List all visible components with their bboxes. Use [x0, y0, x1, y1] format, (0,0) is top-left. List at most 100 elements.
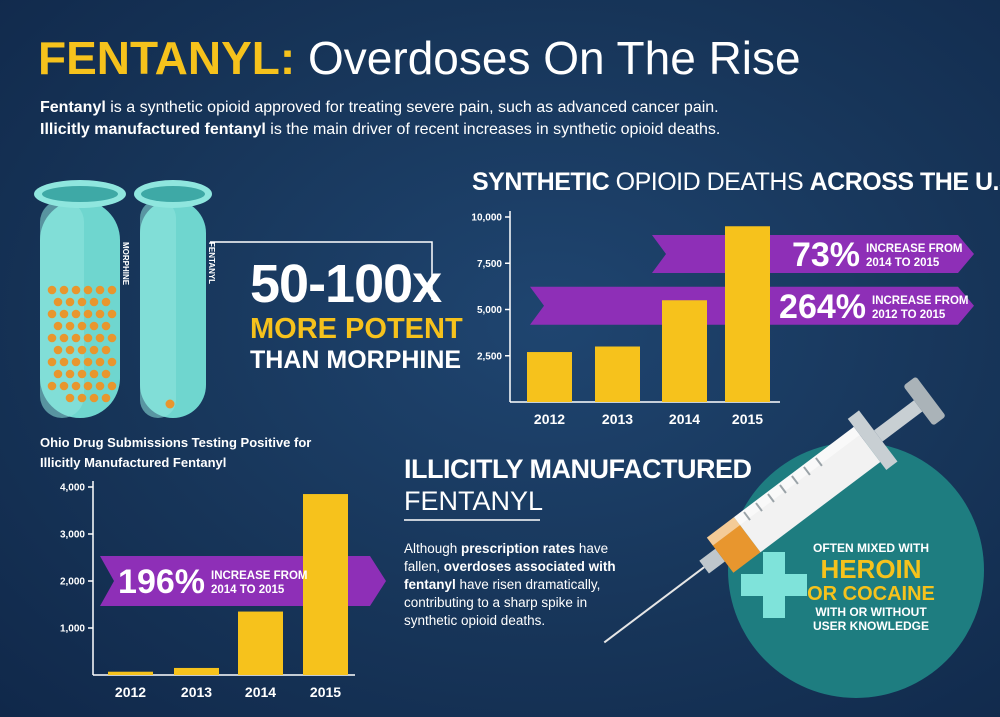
morphine-dot — [95, 333, 105, 343]
y-tick-label: 10,000 — [471, 213, 502, 224]
y-tick-label: 1,000 — [60, 624, 85, 635]
intro-text: Fentanyl is a synthetic opioid approved … — [40, 97, 720, 141]
morphine-dot — [101, 369, 111, 379]
morphine-dot — [101, 345, 111, 355]
ohio-chart-title: Ohio Drug Submissions Testing Positive f… — [40, 433, 311, 473]
synthetic-title-bold1: SYNTHETIC — [472, 168, 610, 196]
fentanyl-label: FENTANYL — [207, 242, 216, 284]
morphine-dot — [77, 393, 87, 403]
ohio-title-line2: Illicitly Manufactured Fentanyl — [40, 455, 227, 470]
morphine-dot — [89, 297, 99, 307]
mixed-line1: OFTEN MIXED WITH — [813, 541, 929, 555]
mixed-line4a: WITH OR WITHOUT — [815, 605, 927, 619]
x-tick-label: 2013 — [181, 684, 212, 700]
morphine-dot — [83, 357, 93, 367]
y-tick-label: 3,000 — [60, 530, 85, 541]
morphine-dot — [71, 333, 81, 343]
increase-text-line1: INCREASE FROM — [211, 570, 307, 582]
morphine-dot — [71, 309, 81, 319]
illicit-p-part1: Although — [404, 541, 462, 556]
mixed-with-callout: OFTEN MIXED WITH HEROIN OR COCAINE WITH … — [796, 541, 946, 633]
bar — [108, 671, 153, 675]
bar — [527, 352, 572, 402]
intro-line1-rest: is a synthetic opioid approved for treat… — [105, 99, 719, 116]
bar — [662, 300, 707, 402]
increase-text-line2: 2012 TO 2015 — [872, 309, 946, 321]
morphine-dot — [89, 369, 99, 379]
x-tick-label: 2015 — [732, 411, 763, 427]
morphine-dot — [107, 285, 117, 295]
synthetic-title-thin: OPIOID DEATHS — [609, 168, 810, 196]
morphine-label: MORPHINE — [121, 242, 130, 286]
morphine-dot — [77, 321, 87, 331]
morphine-dot — [65, 321, 75, 331]
heading-underline — [404, 519, 540, 521]
morphine-dot — [59, 333, 69, 343]
x-tick-label: 2014 — [245, 684, 276, 700]
illicit-p-bold1: prescription rates — [461, 541, 576, 556]
page-title: FENTANYL: Overdoses On The Rise — [38, 30, 801, 86]
bar — [238, 611, 283, 675]
morphine-dot — [53, 345, 63, 355]
morphine-dot — [47, 357, 57, 367]
morphine-dot — [47, 333, 57, 343]
potency-line1: 50-100x — [250, 254, 442, 314]
morphine-dot — [77, 369, 87, 379]
y-tick-label: 2,000 — [60, 577, 85, 588]
morphine-dot — [47, 309, 57, 319]
morphine-dot — [107, 333, 117, 343]
morphine-dot — [101, 393, 111, 403]
bar — [174, 667, 219, 675]
morphine-dot — [101, 297, 111, 307]
morphine-dot — [77, 345, 87, 355]
x-tick-label: 2013 — [602, 411, 633, 427]
illicit-paragraph: Although prescription rates have fallen,… — [404, 540, 632, 630]
illicit-p-bold2: overdoses associated with fentanyl — [404, 559, 616, 592]
intro-line1-bold: Fentanyl — [40, 99, 106, 116]
mixed-line3: OR COCAINE — [807, 583, 935, 605]
morphine-dot — [47, 381, 57, 391]
increase-percent: 196% — [118, 563, 205, 601]
bar — [595, 346, 640, 402]
mixed-line2: HEROIN — [820, 554, 922, 584]
increase-text-line2: 2014 TO 2015 — [211, 584, 285, 596]
illicit-heading-line2: FENTANYL — [404, 486, 544, 516]
increase-percent: 73% — [792, 236, 860, 274]
morphine-dot — [107, 357, 117, 367]
syringe-icon — [603, 377, 945, 644]
morphine-dot — [59, 285, 69, 295]
x-tick-label: 2012 — [534, 411, 565, 427]
morphine-dot — [95, 309, 105, 319]
morphine-dot — [107, 309, 117, 319]
morphine-dot — [65, 369, 75, 379]
morphine-dot — [107, 381, 117, 391]
fentanyl-tube-icon — [134, 180, 212, 418]
title-rest: Overdoses On The Rise — [308, 32, 801, 84]
morphine-dot — [89, 321, 99, 331]
morphine-dot — [95, 381, 105, 391]
morphine-dot — [53, 297, 63, 307]
morphine-dot — [59, 381, 69, 391]
morphine-dot — [71, 357, 81, 367]
morphine-dot — [95, 357, 105, 367]
x-tick-label: 2014 — [669, 411, 700, 427]
mixed-line4b: USER KNOWLEDGE — [812, 619, 929, 633]
morphine-dot — [53, 321, 63, 331]
y-tick-label: 4,000 — [60, 483, 85, 494]
morphine-dots — [47, 285, 117, 403]
morphine-dot — [95, 285, 105, 295]
bar — [303, 494, 348, 675]
increase-text-line1: INCREASE FROM — [866, 243, 962, 255]
bar — [725, 226, 770, 402]
morphine-dot — [53, 369, 63, 379]
morphine-dot — [89, 345, 99, 355]
increase-text-line1: INCREASE FROM — [872, 295, 968, 307]
morphine-dot — [59, 357, 69, 367]
morphine-dot — [65, 345, 75, 355]
x-tick-label: 2012 — [115, 684, 146, 700]
